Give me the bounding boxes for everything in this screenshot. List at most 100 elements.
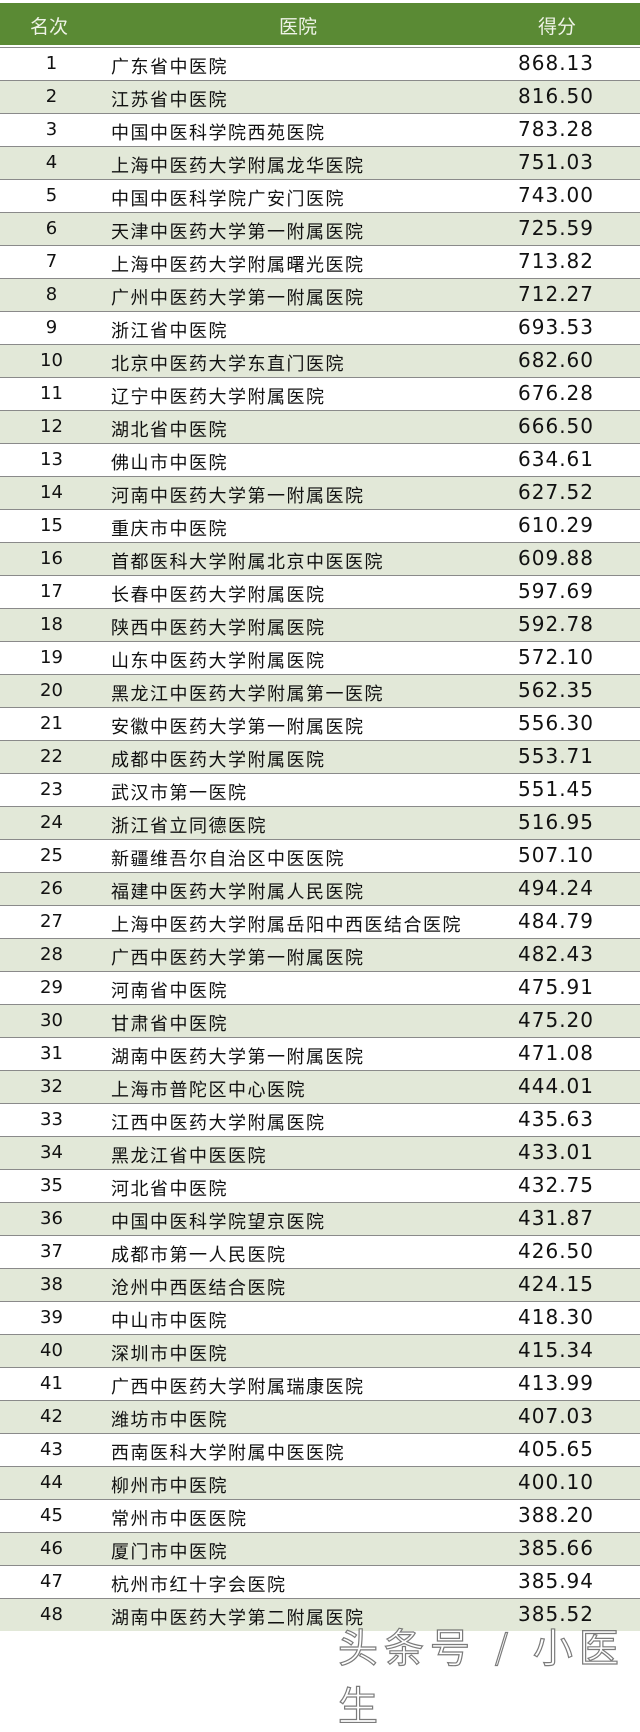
hospital-cell: 河南中医药大学第一附属医院 (111, 486, 365, 507)
rank-cell: 26 (40, 878, 63, 899)
table-row: 5 中国中医科学院广安门医院 743.00 (0, 179, 640, 212)
rank-cell: 24 (40, 812, 63, 833)
score-cell: 444.01 (518, 1074, 594, 1098)
hospital-cell: 首都医科大学附属北京中医医院 (111, 552, 384, 573)
rank-cell: 20 (40, 680, 63, 701)
score-cell: 666.50 (518, 414, 594, 438)
hospital-cell: 陕西中医药大学附属医院 (111, 618, 326, 639)
table-row: 29 河南省中医院 475.91 (0, 971, 640, 1004)
table-row: 45 常州市中医医院 388.20 (0, 1499, 640, 1532)
table-row: 38 沧州中西医结合医院 424.15 (0, 1268, 640, 1301)
hospital-cell: 浙江省立同德医院 (111, 816, 267, 837)
rank-cell: 35 (40, 1175, 63, 1196)
rank-cell: 19 (40, 647, 63, 668)
hospital-cell: 湖南中医药大学第一附属医院 (111, 1047, 365, 1068)
score-cell: 751.03 (518, 150, 594, 174)
score-cell: 682.60 (518, 348, 594, 372)
table-row: 9 浙江省中医院 693.53 (0, 311, 640, 344)
rank-cell: 37 (40, 1241, 63, 1262)
header-rank: 名次 (30, 16, 69, 38)
table-row: 15 重庆市中医院 610.29 (0, 509, 640, 542)
score-cell: 426.50 (518, 1239, 594, 1263)
table-row: 14 河南中医药大学第一附属医院 627.52 (0, 476, 640, 509)
table-row: 12 湖北省中医院 666.50 (0, 410, 640, 443)
score-cell: 556.30 (518, 711, 594, 735)
table-row: 26 福建中医药大学附属人民医院 494.24 (0, 872, 640, 905)
table-row: 16 首都医科大学附属北京中医医院 609.88 (0, 542, 640, 575)
hospital-cell: 中山市中医院 (111, 1311, 228, 1332)
table-row: 17 长春中医药大学附属医院 597.69 (0, 575, 640, 608)
rank-cell: 3 (45, 119, 58, 140)
rank-cell: 2 (45, 86, 58, 107)
table-row: 42 潍坊市中医院 407.03 (0, 1400, 640, 1433)
hospital-cell: 武汉市第一医院 (111, 783, 248, 804)
header-hospital: 医院 (279, 16, 318, 38)
rank-cell: 18 (40, 614, 63, 635)
score-cell: 572.10 (518, 645, 594, 669)
watermark: 头条号 / 小医生 (337, 1625, 625, 1730)
table-row: 10 北京中医药大学东直门医院 682.60 (0, 344, 640, 377)
hospital-cell: 常州市中医医院 (111, 1509, 248, 1530)
score-cell: 400.10 (518, 1470, 594, 1494)
score-cell: 424.15 (518, 1272, 594, 1296)
score-cell: 816.50 (518, 84, 594, 108)
hospital-cell: 中国中医科学院西苑医院 (111, 123, 326, 144)
table-row: 48 湖南中医药大学第二附属医院 385.52 (0, 1598, 640, 1631)
table-row: 8 广州中医药大学第一附属医院 712.27 (0, 278, 640, 311)
table-row: 25 新疆维吾尔自治区中医医院 507.10 (0, 839, 640, 872)
rank-cell: 8 (45, 284, 58, 305)
hospital-cell: 安徽中医药大学第一附属医院 (111, 717, 365, 738)
hospital-cell: 上海中医药大学附属龙华医院 (111, 156, 365, 177)
hospital-cell: 山东中医药大学附属医院 (111, 651, 326, 672)
hospital-cell: 重庆市中医院 (111, 519, 228, 540)
table-row: 23 武汉市第一医院 551.45 (0, 773, 640, 806)
hospital-cell: 西南医科大学附属中医医院 (111, 1443, 345, 1464)
rank-cell: 47 (40, 1571, 63, 1592)
table-row: 27 上海中医药大学附属岳阳中西医结合医院 484.79 (0, 905, 640, 938)
rank-cell: 21 (40, 713, 63, 734)
rank-cell: 17 (40, 581, 63, 602)
score-cell: 725.59 (518, 216, 594, 240)
rank-cell: 9 (45, 317, 58, 338)
table-row: 32 上海市普陀区中心医院 444.01 (0, 1070, 640, 1103)
score-cell: 551.45 (518, 777, 594, 801)
rank-cell: 4 (45, 152, 58, 173)
hospital-cell: 中国中医科学院广安门医院 (111, 189, 345, 210)
rank-cell: 11 (40, 383, 63, 404)
hospital-cell: 中国中医科学院望京医院 (111, 1212, 326, 1233)
rank-cell: 40 (40, 1340, 63, 1361)
header-score: 得分 (538, 16, 577, 38)
score-cell: 407.03 (518, 1404, 594, 1428)
hospital-cell: 上海中医药大学附属岳阳中西医结合医院 (111, 915, 462, 936)
score-cell: 562.35 (518, 678, 594, 702)
score-cell: 385.52 (518, 1602, 594, 1626)
hospital-cell: 潍坊市中医院 (111, 1410, 228, 1431)
hospital-cell: 杭州市红十字会医院 (111, 1575, 287, 1596)
table-row: 22 成都中医药大学附属医院 553.71 (0, 740, 640, 773)
score-cell: 592.78 (518, 612, 594, 636)
score-cell: 676.28 (518, 381, 594, 405)
score-cell: 433.01 (518, 1140, 594, 1164)
score-cell: 713.82 (518, 249, 594, 273)
table-row: 41 广西中医药大学附属瑞康医院 413.99 (0, 1367, 640, 1400)
hospital-cell: 新疆维吾尔自治区中医医院 (111, 849, 345, 870)
table-row: 18 陕西中医药大学附属医院 592.78 (0, 608, 640, 641)
rank-cell: 16 (40, 548, 63, 569)
table-row: 4 上海中医药大学附属龙华医院 751.03 (0, 146, 640, 179)
hospital-cell: 广西中医药大学第一附属医院 (111, 948, 365, 969)
score-cell: 507.10 (518, 843, 594, 867)
rank-cell: 7 (45, 251, 58, 272)
rank-cell: 22 (40, 746, 63, 767)
table-row: 39 中山市中医院 418.30 (0, 1301, 640, 1334)
rank-cell: 42 (40, 1406, 63, 1427)
rank-cell: 15 (40, 515, 63, 536)
table-row: 34 黑龙江省中医医院 433.01 (0, 1136, 640, 1169)
hospital-cell: 广州中医药大学第一附属医院 (111, 288, 365, 309)
table-row: 44 柳州市中医院 400.10 (0, 1466, 640, 1499)
score-cell: 783.28 (518, 117, 594, 141)
score-cell: 743.00 (518, 183, 594, 207)
table-row: 33 江西中医药大学附属医院 435.63 (0, 1103, 640, 1136)
rank-cell: 36 (40, 1208, 63, 1229)
table-row: 19 山东中医药大学附属医院 572.10 (0, 641, 640, 674)
table-row: 20 黑龙江中医药大学附属第一医院 562.35 (0, 674, 640, 707)
